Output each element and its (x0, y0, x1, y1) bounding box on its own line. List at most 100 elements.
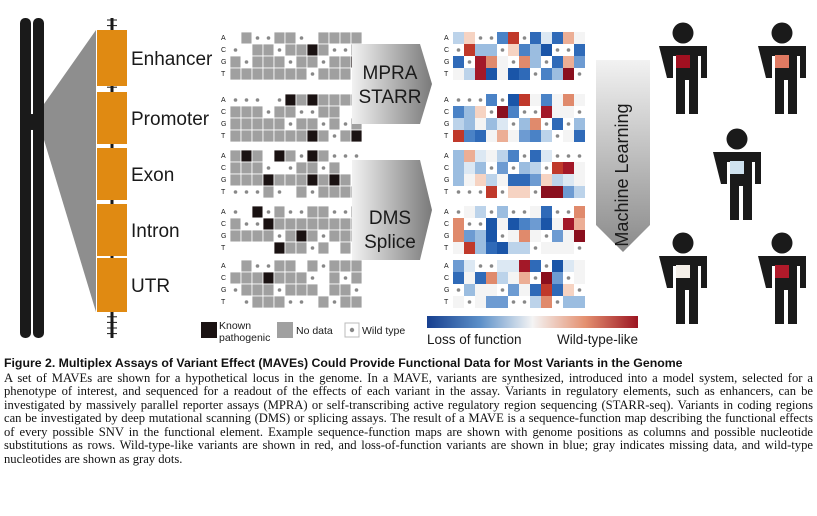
map-cell (519, 56, 530, 68)
map-cell (563, 68, 574, 80)
wild-type-dot-icon (456, 288, 461, 292)
nucleotide-label: A (221, 153, 226, 160)
wt-map-cell (306, 43, 319, 57)
map-cell (508, 94, 519, 106)
wt-map-cell (306, 93, 319, 107)
nucleotide-label: A (221, 35, 226, 42)
wild-type-dot-icon (299, 110, 304, 114)
map-cell (530, 32, 541, 44)
wt-map-cell (284, 149, 297, 163)
wt-map-cell (317, 173, 330, 187)
person-icon (758, 22, 806, 114)
wt-map-cell (295, 217, 308, 231)
wt-map-cell (240, 105, 253, 119)
map-cell (519, 174, 530, 186)
map-cell (464, 118, 475, 130)
wt-map-cell (273, 271, 286, 285)
nucleotide-label: T (444, 189, 449, 196)
wild-type-dot-icon (343, 48, 348, 52)
mpra-label: MPRA (363, 63, 418, 84)
nucleotide-label: G (221, 287, 226, 294)
person-icon (659, 22, 707, 114)
map-cell (508, 150, 519, 162)
wild-type-dot-icon (255, 190, 260, 194)
wild-type-dot-icon (555, 48, 560, 52)
nucleotide-label: G (444, 287, 449, 294)
wild-type-dot-icon (577, 154, 582, 158)
wild-type-dot-icon (332, 154, 337, 158)
wild-type-dot-icon (277, 98, 282, 102)
wild-type-dot-icon (288, 210, 293, 214)
colorbar-left-label: Loss of function (427, 332, 522, 347)
colorbar-right-label: Wild-type-like (557, 332, 638, 347)
nucleotide-label: A (444, 263, 449, 270)
wild-type-dot-icon (566, 210, 571, 214)
wt-map-cell (240, 205, 253, 219)
wt-map-cell (240, 259, 253, 273)
wt-map-cell (262, 295, 275, 309)
wt-map-cell (251, 271, 264, 285)
map-cell (486, 296, 497, 308)
wt-map-cell (317, 105, 330, 119)
wt-map-cell (339, 105, 352, 119)
map-cell (541, 32, 552, 44)
wt-map-cell (229, 161, 242, 175)
wt-map-cell (317, 283, 330, 297)
map-cell (475, 68, 486, 80)
wt-map-cell (262, 149, 275, 163)
wt-map-cell (350, 295, 363, 309)
wild-type-dot-icon (500, 234, 505, 238)
wt-map-cell (317, 129, 330, 143)
wt-map-cell (339, 67, 352, 81)
map-cell (475, 174, 486, 186)
wild-type-dot-icon (544, 264, 549, 268)
map-cell (541, 186, 552, 198)
wild-type-dot-icon (489, 110, 494, 114)
wild-type-dot-icon (577, 72, 582, 76)
map-cell (453, 32, 464, 44)
map-cell (486, 218, 497, 230)
wild-type-dot-icon (500, 48, 505, 52)
map-cell (541, 94, 552, 106)
wt-map-cell (262, 93, 275, 107)
map-cell (508, 242, 519, 254)
nucleotide-label: T (221, 189, 226, 196)
wt-map-cell (328, 161, 341, 175)
wt-map-cell (229, 55, 242, 69)
nucleotide-label: T (444, 133, 449, 140)
wild-type-dot-icon (255, 264, 260, 268)
wt-map-cell (339, 241, 352, 255)
wild-type-dot-icon (522, 300, 527, 304)
map-cell (530, 44, 541, 56)
map-cell (574, 230, 585, 242)
wild-type-dot-icon (533, 246, 538, 250)
wild-type-dot-icon (522, 210, 527, 214)
wild-type-dot-icon (244, 190, 249, 194)
wt-map-cell (251, 295, 264, 309)
wild-type-dot-icon (555, 134, 560, 138)
map-cell (574, 130, 585, 142)
map-cell (519, 118, 530, 130)
wild-type-dot-icon (533, 190, 538, 194)
wt-map-cell (262, 55, 275, 69)
region-label-promoter: Promoter (131, 109, 210, 130)
nucleotide-label: A (444, 209, 449, 216)
wild-type-dot-icon (343, 276, 348, 280)
wt-map-cell (284, 31, 297, 45)
wt-map-cell (262, 271, 275, 285)
map-cell (486, 130, 497, 142)
wt-map-cell (339, 295, 352, 309)
wt-map-cell (262, 241, 275, 255)
map-cell (464, 230, 475, 242)
wt-map-cell (273, 173, 286, 187)
wt-map-cell (295, 117, 308, 131)
wild-type-dot-icon (277, 48, 282, 52)
wt-map-cell (251, 67, 264, 81)
map-cell (574, 162, 585, 174)
nucleotide-label: C (221, 275, 226, 282)
wt-map-cell (284, 173, 297, 187)
map-cell (563, 230, 574, 242)
wild-type-dot-icon (522, 36, 527, 40)
wild-type-dot-icon (577, 110, 582, 114)
wt-map-cell (306, 117, 319, 131)
